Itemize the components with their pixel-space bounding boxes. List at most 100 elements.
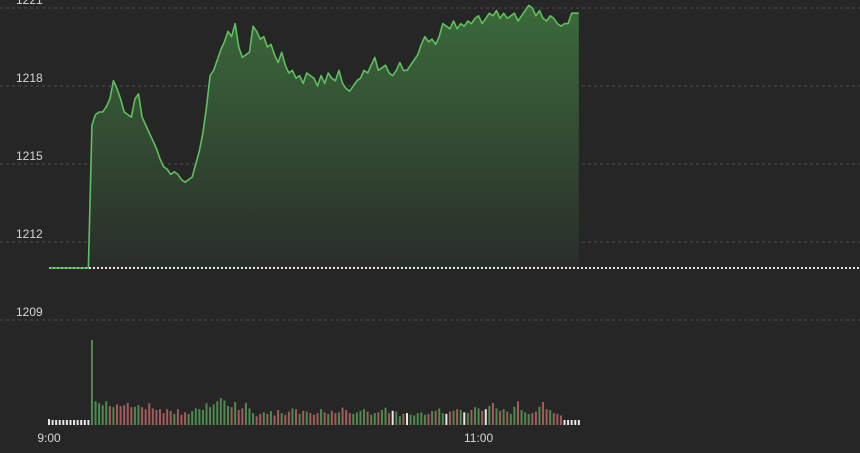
volume-bar <box>484 409 487 425</box>
volume-bar <box>520 409 523 425</box>
volume-bar <box>234 402 237 425</box>
volume-bar <box>227 406 229 425</box>
volume-bar <box>55 420 58 425</box>
volume-bar <box>445 413 448 425</box>
volume-bar <box>58 420 61 425</box>
volume-bar <box>345 409 348 425</box>
volume-bar <box>241 408 244 425</box>
volume-bar <box>212 404 215 425</box>
volume-bar <box>380 409 383 425</box>
volume-bar <box>101 405 104 425</box>
volume-bar <box>209 407 212 425</box>
volume-bar <box>434 410 437 425</box>
volume-bar <box>427 413 430 425</box>
volume-bar <box>277 409 280 425</box>
volume-bar <box>549 409 552 425</box>
volume-bar <box>538 406 541 425</box>
volume-bar <box>309 413 312 425</box>
volume-bar <box>370 414 373 425</box>
volume-bar <box>499 410 502 425</box>
volume-bar <box>574 420 577 425</box>
volume-bar <box>108 406 111 425</box>
volume-bar <box>438 408 441 425</box>
volume-bar <box>137 405 140 425</box>
volume-bar <box>398 416 401 425</box>
volume-bar <box>201 409 204 425</box>
volume-bar <box>176 409 179 425</box>
volume-bar <box>151 408 154 425</box>
volume-bar <box>94 401 97 425</box>
volume-bar <box>65 420 68 425</box>
x-tick-label: 11:00 <box>464 431 493 445</box>
volume-bar <box>280 413 283 425</box>
volume-bar <box>87 420 90 425</box>
volume-bar <box>509 413 512 425</box>
volume-bar <box>456 409 459 425</box>
volume-bar <box>230 407 233 425</box>
volume-bar <box>187 413 190 425</box>
area-layer <box>49 4 860 269</box>
volume-bar <box>312 414 315 425</box>
volume-bar <box>302 410 305 425</box>
volume-bar <box>119 406 122 425</box>
volume-bar <box>502 409 505 425</box>
volume-bar <box>298 413 301 425</box>
volume-bar <box>148 403 151 425</box>
volume-bar <box>76 420 79 425</box>
volume-bar <box>388 413 391 425</box>
volume-bar <box>556 413 559 425</box>
volume-bar <box>126 402 129 425</box>
volume-bar <box>448 411 451 425</box>
volume-bar <box>330 410 333 425</box>
volume-bar <box>327 413 330 425</box>
volume-bar <box>198 409 201 425</box>
volume-bar <box>269 411 272 425</box>
volume-bar <box>90 340 93 425</box>
volume-bar <box>130 407 133 425</box>
volume-bar <box>205 403 208 425</box>
volume-bar <box>474 407 477 425</box>
volume-bar <box>423 414 426 425</box>
volume-bar <box>491 402 494 425</box>
volume-bar <box>223 400 226 425</box>
volume-bar <box>348 413 351 425</box>
x-tick-label: 9:00 <box>37 431 61 445</box>
volume-bar <box>355 412 358 425</box>
volume-bar <box>133 406 136 425</box>
volume-bar <box>577 420 580 425</box>
volume-bar <box>184 412 187 425</box>
volume-bar <box>377 412 380 425</box>
volume-bar <box>155 409 158 425</box>
volume-bar <box>337 412 340 425</box>
volume-bar <box>287 411 290 425</box>
volume-bar <box>266 413 269 425</box>
volume-bar <box>459 409 462 425</box>
volume-bar <box>69 420 72 425</box>
y-tick-label: 1218 <box>16 71 43 85</box>
volume-bar <box>506 411 509 425</box>
volume-bar <box>570 420 573 425</box>
volume-bar <box>495 408 498 425</box>
volume-bar <box>316 413 319 425</box>
volume-bar <box>255 416 258 425</box>
volume-bar <box>244 402 247 425</box>
volume-bar <box>112 407 115 425</box>
volume-bar <box>413 415 416 425</box>
volume-bar <box>305 411 308 425</box>
volume-bar <box>166 409 169 425</box>
volume-bar <box>80 420 83 425</box>
volume-bar <box>513 406 516 425</box>
volume-bar <box>545 409 548 425</box>
volume-bar <box>402 413 405 425</box>
volume-bar <box>481 410 484 425</box>
volume-bar <box>323 412 326 425</box>
volume-bar <box>273 415 276 425</box>
volume-bar <box>431 411 434 425</box>
volume-bar <box>488 406 491 425</box>
volume-bar <box>531 413 534 425</box>
volume-bar <box>284 414 287 425</box>
volume-bar <box>366 411 369 425</box>
volume-bar <box>567 420 570 425</box>
volume-bar <box>105 401 108 425</box>
volume-bar <box>291 408 294 425</box>
